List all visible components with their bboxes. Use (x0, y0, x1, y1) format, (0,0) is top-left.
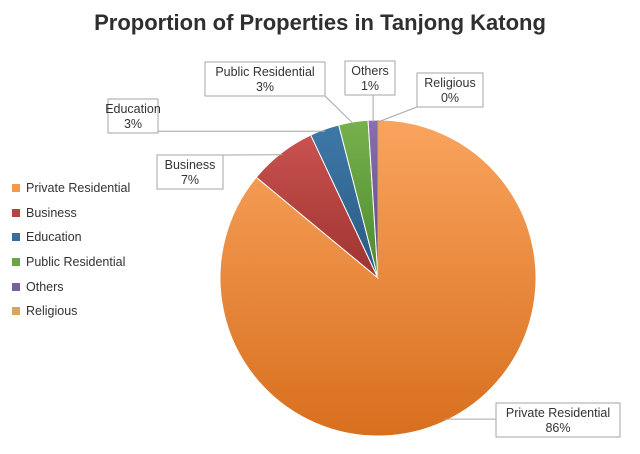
legend-swatch-religious (12, 307, 20, 316)
data-label-box-education (107, 98, 159, 134)
legend-swatch-private-residential (12, 184, 20, 193)
data-label-value-religious: 0% (441, 91, 459, 105)
leader-line-religious (377, 106, 418, 123)
legend-swatch-education (12, 233, 20, 242)
legend-label-religious: Religious (26, 304, 78, 319)
legend-swatch-business (12, 208, 20, 217)
data-label-value-others: 1% (361, 79, 379, 93)
data-label-value-public-residential: 3% (256, 80, 274, 94)
chart-legend: Private Residential Business Education Publ… (12, 176, 130, 324)
legend-label-business: Business (26, 205, 77, 220)
legend-label-public-residential: Public Residential (26, 255, 126, 270)
legend-label-private-residential: Private Residential (26, 181, 131, 196)
legend-swatch-public-residential (12, 258, 20, 267)
data-label-box-private-residential (495, 402, 621, 438)
data-label-category-public-residential: Public Residential (215, 65, 314, 79)
data-label-category-education: Education (105, 102, 161, 116)
data-label-value-business: 7% (181, 173, 199, 187)
data-label-value-private-residential: 86% (545, 421, 570, 435)
data-label-category-business: Business (165, 158, 216, 172)
data-label-box-business (156, 154, 224, 190)
legend-item-public-residential: Public Residential (12, 250, 130, 275)
legend-item-education: Education (12, 225, 130, 250)
legend-item-private-residential: Private Residential (12, 176, 130, 201)
chart-title: Proportion of Properties in Tanjong Kato… (94, 10, 546, 35)
legend-item-business: Business (12, 201, 130, 226)
legend-item-religious: Religious (12, 299, 130, 324)
data-label-category-others: Others (351, 64, 389, 78)
data-label-box-religious (416, 72, 484, 108)
data-label-box-public-residential (204, 61, 326, 97)
data-label-box-others (344, 60, 396, 96)
data-label-category-religious: Religious (424, 76, 475, 90)
legend-label-education: Education (26, 230, 82, 245)
legend-item-others: Others (12, 274, 130, 299)
data-label-category-private-residential: Private Residential (506, 406, 610, 420)
leader-line-public-residential (324, 95, 354, 125)
data-label-value-education: 3% (124, 117, 142, 131)
legend-label-others: Others (26, 279, 64, 294)
legend-swatch-others (12, 282, 20, 291)
